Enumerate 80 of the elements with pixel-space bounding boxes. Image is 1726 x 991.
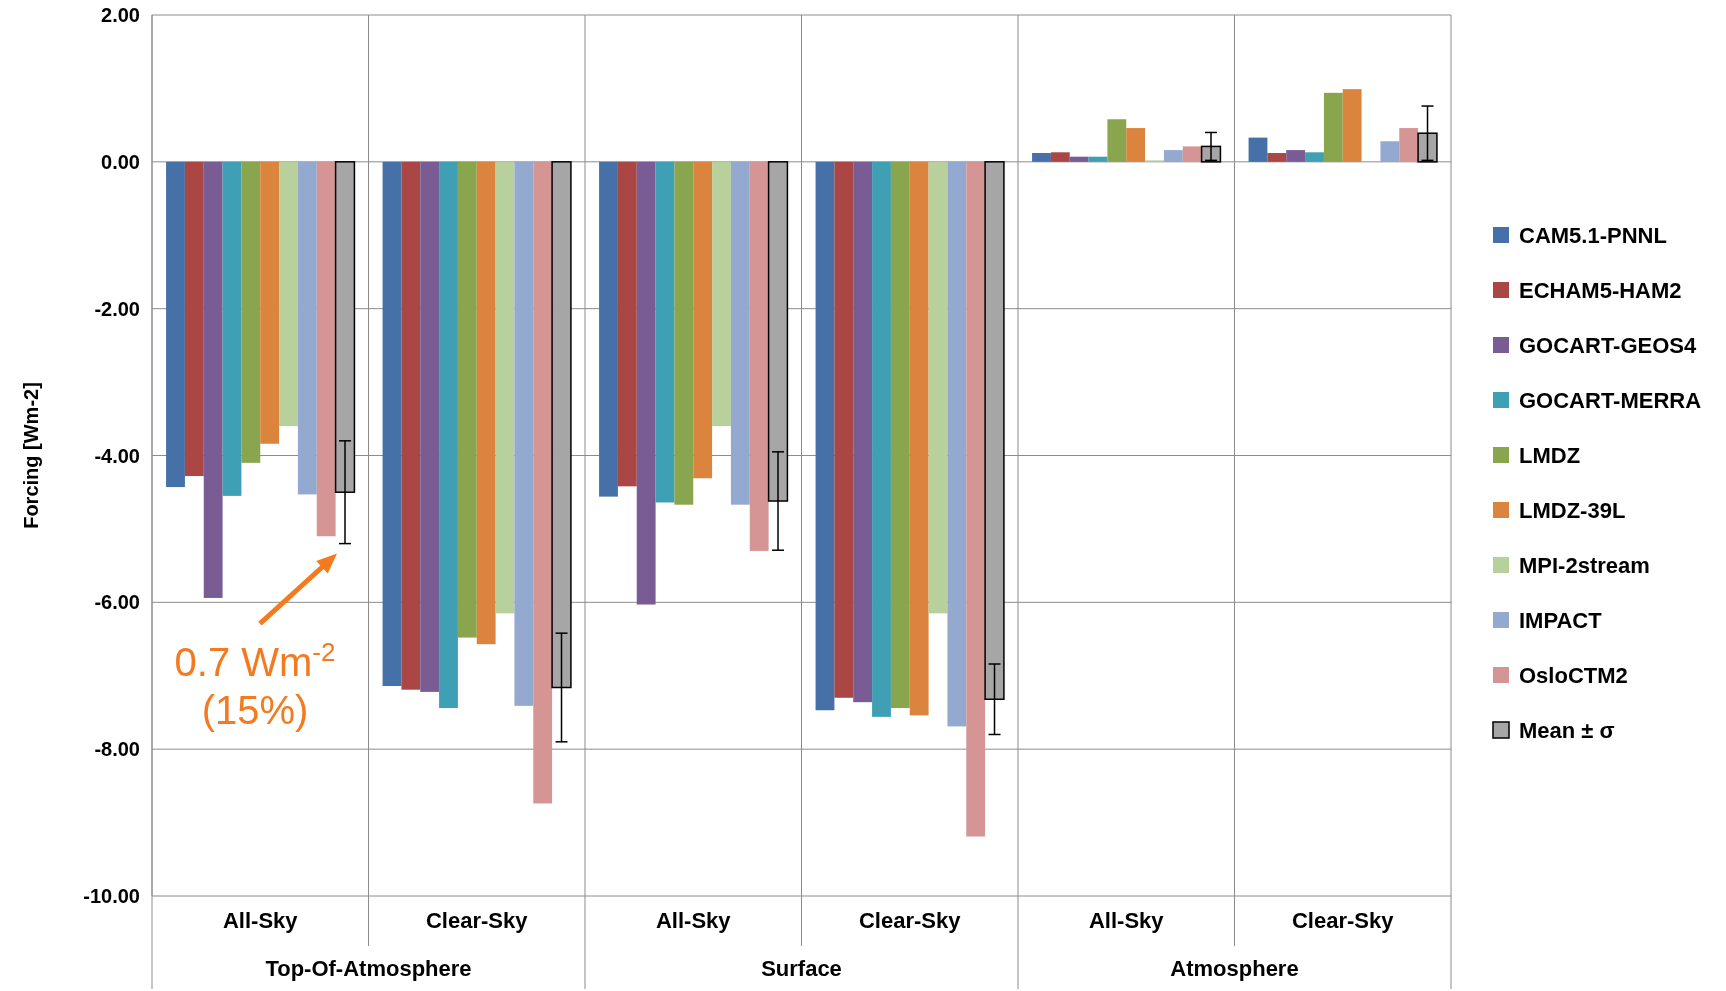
bar — [514, 161, 534, 706]
y-tick-label: -6.00 — [94, 591, 140, 614]
bar — [495, 161, 515, 614]
legend-label: MPI-2stream — [1519, 552, 1650, 578]
bar — [599, 161, 618, 497]
x-tick-label: All-Sky — [1088, 908, 1165, 933]
legend-label: IMPACT — [1519, 607, 1603, 633]
bar — [1182, 146, 1202, 162]
bar — [420, 161, 440, 692]
bar — [1126, 128, 1146, 162]
bar — [184, 161, 204, 477]
legend-label: LMDZ-39L — [1519, 497, 1626, 523]
bar — [1088, 156, 1108, 162]
x-tick-label: All-Sky — [222, 908, 299, 933]
legend-label: OsloCTM2 — [1519, 662, 1628, 688]
bar — [222, 161, 242, 496]
bar — [1069, 156, 1089, 162]
bar — [693, 161, 713, 479]
bar — [1342, 89, 1362, 162]
bar — [636, 161, 656, 605]
bar — [457, 161, 477, 638]
bar — [730, 161, 750, 505]
bar — [279, 161, 298, 427]
bar — [1286, 150, 1306, 162]
bar — [1032, 153, 1051, 162]
bar — [834, 161, 854, 698]
bar — [890, 161, 910, 709]
bar — [815, 161, 835, 711]
legend-label: GOCART-MERRA — [1519, 387, 1702, 413]
y-tick-label: -8.00 — [94, 738, 140, 761]
y-tick-label: 0.00 — [101, 150, 140, 173]
bar — [1305, 152, 1324, 162]
text: Surface — [761, 956, 842, 981]
bar — [401, 161, 421, 690]
y-tick-label: -10.00 — [83, 885, 140, 907]
bar — [1248, 137, 1268, 162]
bar — [928, 161, 948, 614]
bar — [749, 161, 769, 551]
bar — [316, 161, 336, 537]
legend-label: CAM5.1-PNNL — [1519, 222, 1667, 248]
bar — [872, 161, 891, 717]
bar — [1399, 128, 1419, 162]
text: Atmosphere — [1170, 956, 1299, 981]
bar — [1163, 150, 1183, 162]
bar — [533, 161, 553, 804]
bar — [260, 161, 280, 444]
bar — [203, 161, 223, 598]
bar — [297, 161, 317, 495]
bar — [382, 161, 402, 687]
bar — [476, 161, 496, 645]
bar — [655, 161, 675, 503]
bar — [1050, 152, 1070, 162]
bar — [947, 161, 967, 727]
bar — [909, 161, 929, 716]
text: Top-Of-Atmosphere — [265, 956, 472, 981]
bar — [241, 161, 261, 463]
y-tick-label: 2.00 — [101, 4, 140, 26]
legend-label: ECHAM5-HAM2 — [1519, 277, 1682, 303]
bar — [674, 161, 694, 505]
bar — [617, 161, 637, 487]
x-tick-label: Clear-Sky — [1291, 908, 1395, 933]
bar — [166, 161, 185, 488]
annotation: 0.7 Wm$^{-2}$ (15%) — [174, 636, 336, 732]
legend-label: LMDZ — [1519, 442, 1581, 468]
bar — [1380, 141, 1400, 162]
y-tick-label: -2.00 — [94, 297, 140, 320]
bar — [1267, 153, 1287, 162]
bar — [966, 161, 986, 837]
bar — [439, 161, 458, 709]
x-tick-label: Clear-Sky — [425, 908, 529, 933]
bar — [1323, 92, 1343, 162]
bar — [1107, 119, 1127, 162]
legend-label: Mean ± σ — [1519, 717, 1615, 743]
x-tick-label: All-Sky — [655, 908, 732, 933]
bar — [712, 161, 731, 427]
y-tick-label: -4.00 — [94, 444, 140, 467]
legend-label: GOCART-GEOS4 — [1519, 332, 1698, 358]
bar — [853, 161, 873, 703]
x-tick-label: Clear-Sky — [858, 908, 962, 933]
y-axis-title: Forcing [Wm-2] — [20, 382, 42, 529]
